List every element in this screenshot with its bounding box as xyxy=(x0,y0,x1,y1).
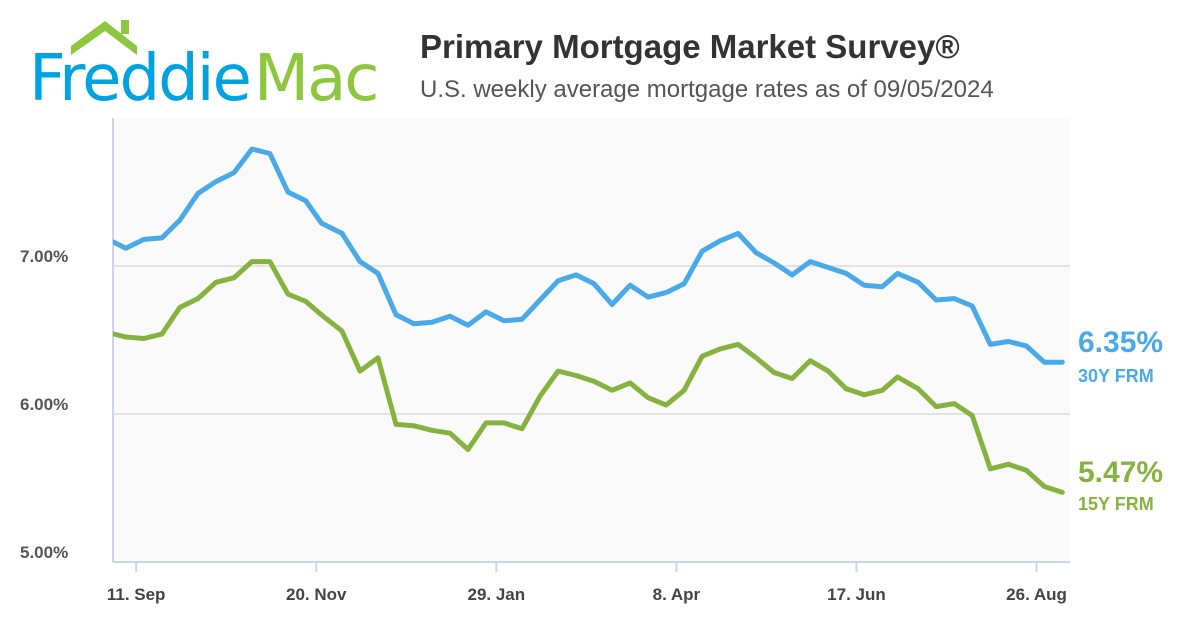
15y-latest-value: 5.47% xyxy=(1078,456,1164,489)
x-tick-label: 29. Jan xyxy=(467,585,525,604)
30y-latest-value: 6.35% xyxy=(1078,326,1164,359)
y-tick-label: 6.00% xyxy=(20,395,68,414)
plot-background xyxy=(113,118,1070,562)
15y-series-label: 15Y FRM xyxy=(1078,494,1154,514)
logo-wordmark: FreddieMac xyxy=(29,42,379,116)
x-tick-label: 11. Sep xyxy=(107,585,166,604)
house-roof-icon xyxy=(71,20,137,55)
series-line-15y xyxy=(113,259,1065,495)
chart-title: Primary Mortgage Market Survey® xyxy=(420,28,960,65)
x-tick-label: 20. Nov xyxy=(286,585,347,604)
y-tick-label: 7.00% xyxy=(20,247,68,266)
freddie-mac-logo: FreddieMac xyxy=(25,18,385,116)
30y-series-label: 30Y FRM xyxy=(1078,366,1154,386)
series-line-30y xyxy=(113,146,1065,365)
x-tick-label: 17. Jun xyxy=(827,585,886,604)
chart-subtitle: U.S. weekly average mortgage rates as of… xyxy=(420,76,994,103)
x-tick-label: 26. Aug xyxy=(1006,585,1067,604)
x-tick-label: 8. Apr xyxy=(653,585,701,604)
y-tick-label: 5.00% xyxy=(20,543,68,562)
